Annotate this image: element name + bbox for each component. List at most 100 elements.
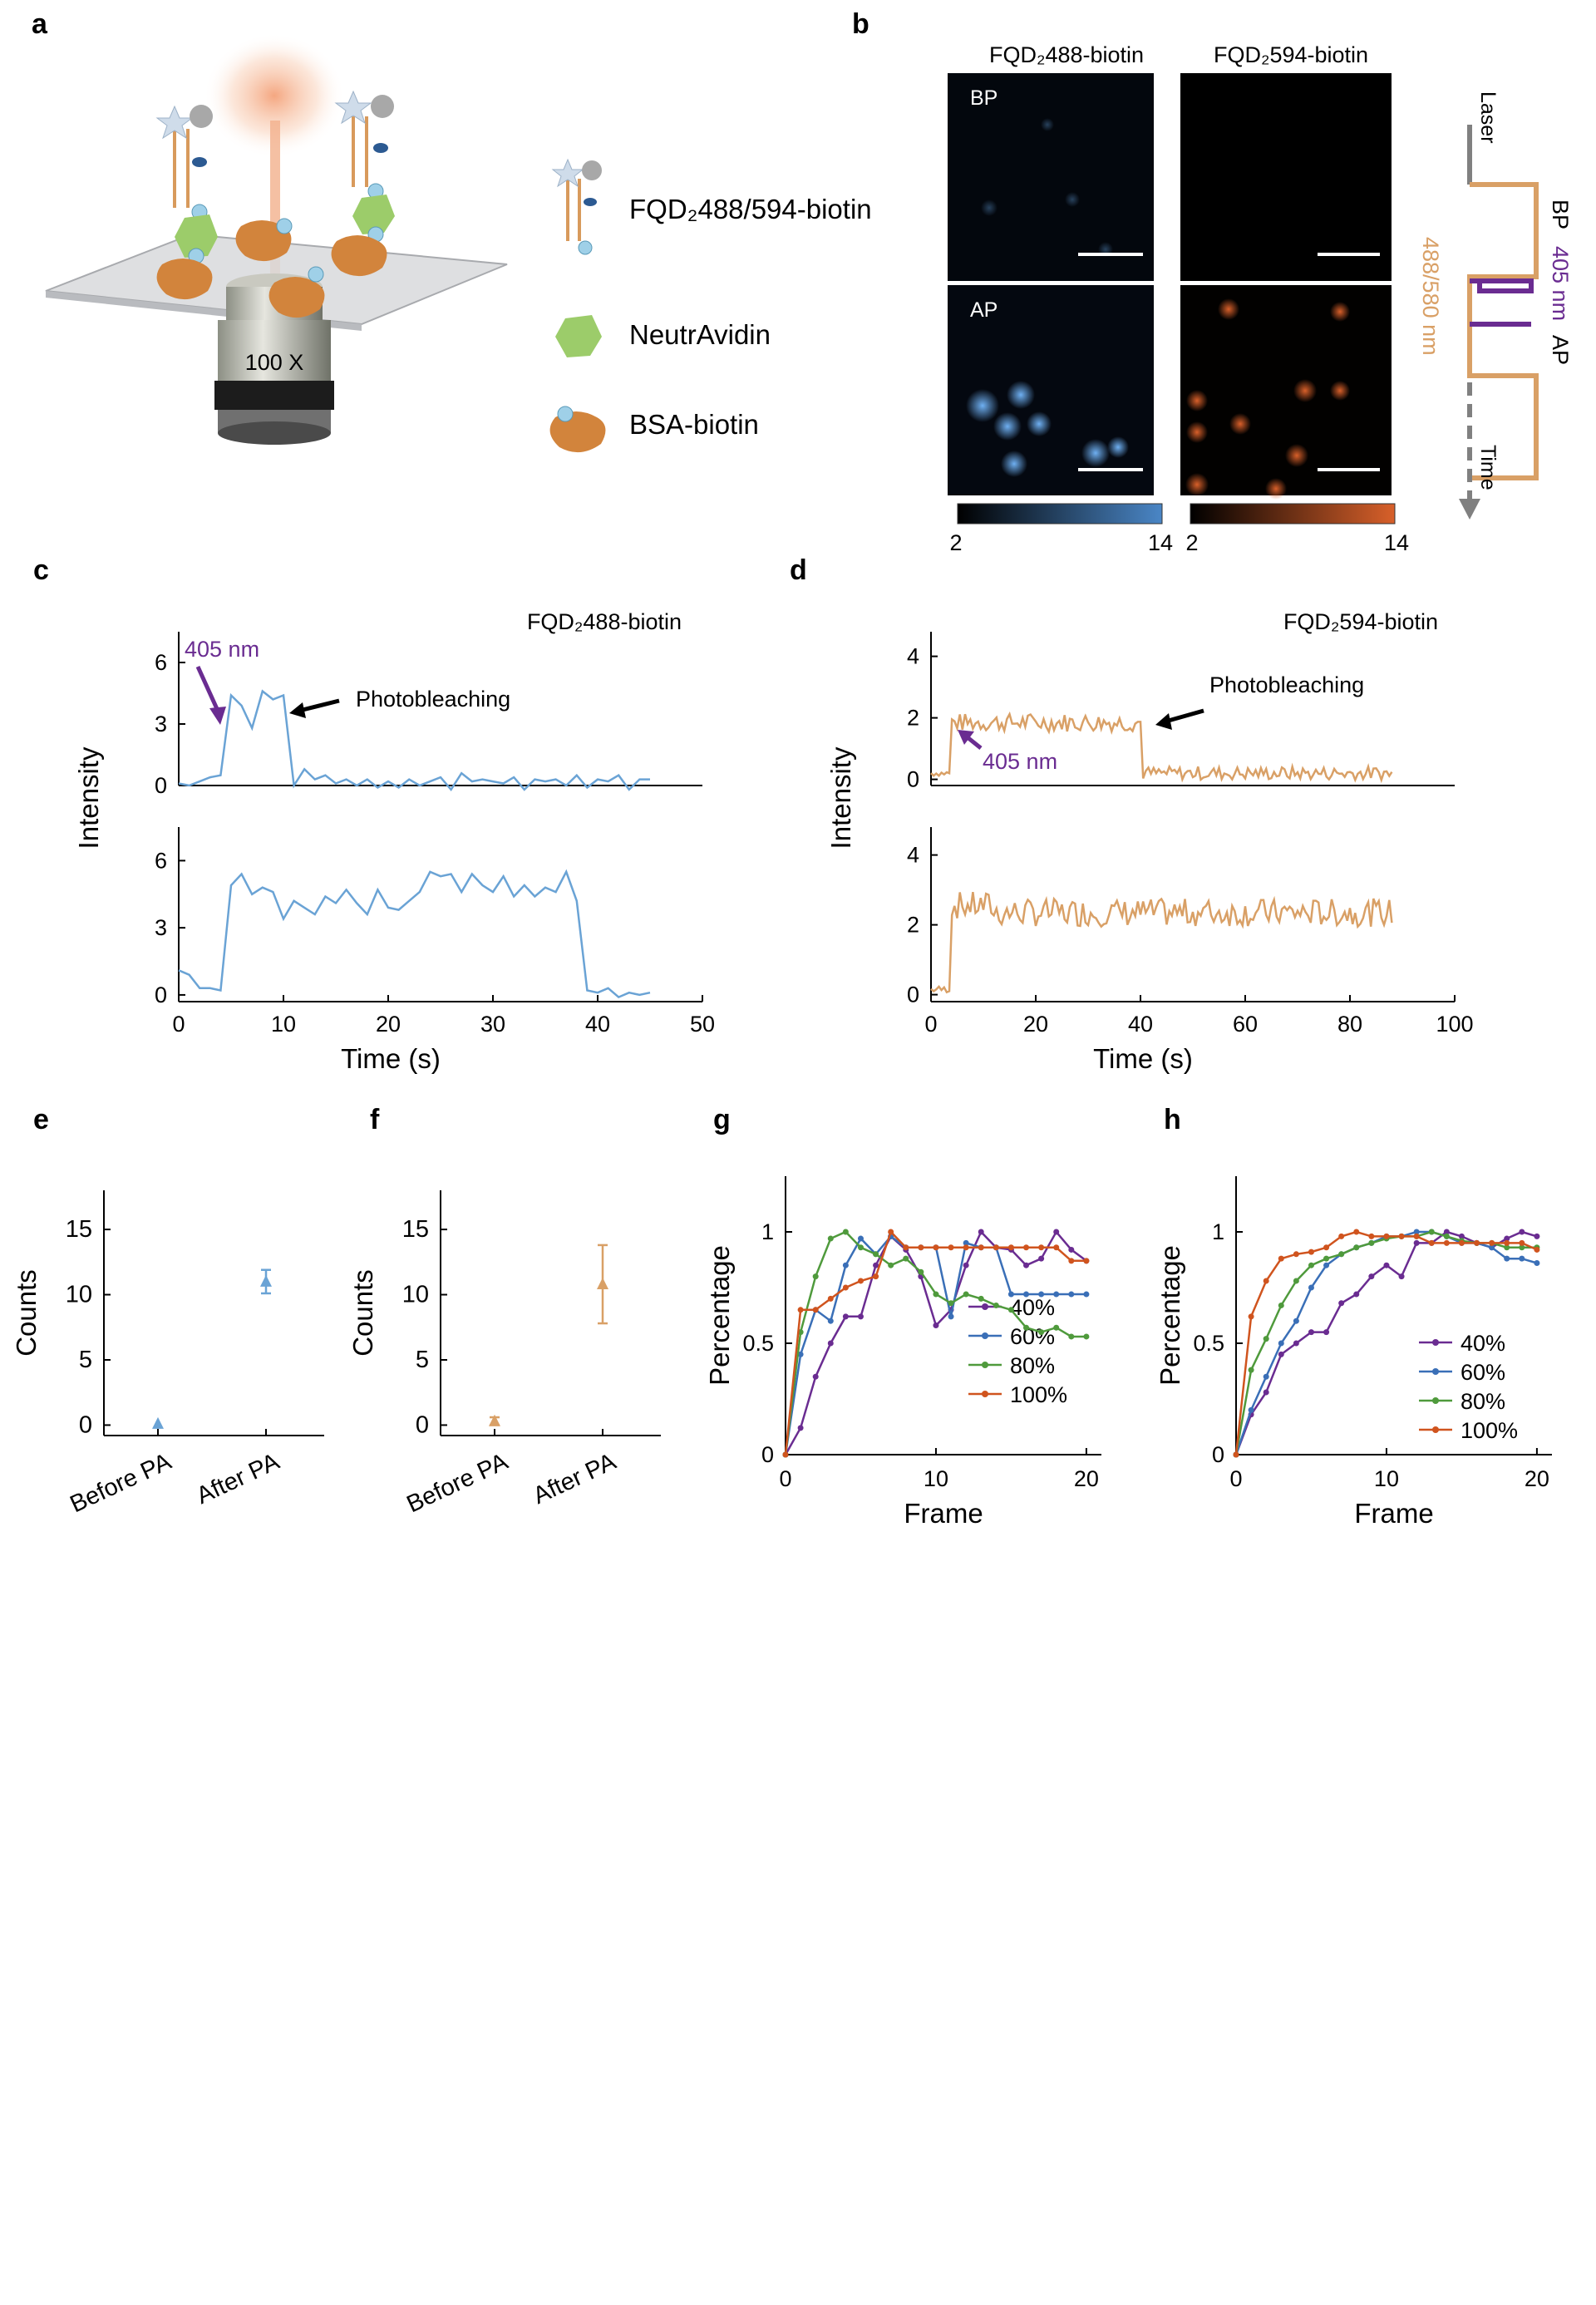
g-series-1-point-5 <box>857 1235 864 1242</box>
panel-label-h: h <box>1164 1104 1181 1135</box>
g-series-1-point-18 <box>1053 1291 1060 1298</box>
g-series-3-point-3 <box>827 1295 834 1302</box>
g-series-3-point-17 <box>1038 1244 1045 1251</box>
g-series-0-point-18 <box>1053 1229 1060 1235</box>
panel-label-b: b <box>852 8 869 40</box>
timeline-laser: Laser <box>1476 91 1500 144</box>
legend-probe-icon <box>551 158 602 255</box>
panel-label-g: g <box>713 1104 731 1135</box>
h-legend-label-1: 60% <box>1461 1360 1505 1385</box>
panel-b: FQD₂488-biotin FQD₂594-biotin <box>948 42 1573 555</box>
h-series-3-point-9 <box>1368 1233 1375 1239</box>
g-legend-marker-0 <box>982 1303 988 1310</box>
h-xtick-label-2: 20 <box>1525 1466 1549 1491</box>
h-legend-marker-3 <box>1432 1426 1439 1433</box>
cb-tick-2: 14 <box>1148 530 1173 555</box>
g-series-2-point-13 <box>978 1295 984 1302</box>
cb-tick-3: 2 <box>1185 530 1198 555</box>
c-bottom-ytick-label-0: 0 <box>155 983 167 1007</box>
d-bottom-xtick-label-1: 20 <box>1023 1012 1048 1037</box>
h-series-1-point-2 <box>1263 1373 1269 1380</box>
h-series-2-point-14 <box>1443 1233 1450 1239</box>
g-series-3-point-20 <box>1083 1258 1090 1264</box>
laser-glow <box>204 33 345 158</box>
d-title: FQD₂594-biotin <box>1283 609 1438 634</box>
h-series-0-point-5 <box>1308 1329 1314 1336</box>
h-series-2-point-4 <box>1293 1278 1299 1284</box>
g-series-3-point-16 <box>1023 1244 1030 1251</box>
cb-tick-1: 2 <box>949 530 962 555</box>
g-series-1-point-17 <box>1038 1291 1045 1298</box>
legend-avidin-icon <box>555 315 602 357</box>
h-series-3-point-20 <box>1534 1246 1540 1253</box>
g-xlabel: Frame <box>904 1498 983 1529</box>
c-ann-pb-arrowhead <box>289 702 306 718</box>
c-bottom-xtick-label-4: 40 <box>585 1012 610 1037</box>
g-series-1-point-15 <box>1007 1291 1014 1298</box>
h-series-0-point-12 <box>1413 1239 1420 1246</box>
chart-e: 0 5 10 15 Before PA After PA Counts <box>11 1190 324 1518</box>
g-series-2-point-10 <box>933 1291 939 1298</box>
g-legend-marker-3 <box>982 1391 988 1397</box>
g-series-3-point-2 <box>812 1307 819 1313</box>
h-series-2-point-2 <box>1263 1336 1269 1342</box>
h-series-1-point-12 <box>1413 1229 1420 1235</box>
g-series-2-point-4 <box>842 1229 849 1235</box>
g-series-0-point-4 <box>842 1313 849 1320</box>
c-top-ytick-label-1: 3 <box>155 712 167 736</box>
h-series-3-point-8 <box>1353 1229 1360 1235</box>
g-series-2-point-3 <box>827 1235 834 1242</box>
d-top-ytick-label-1: 2 <box>907 706 919 731</box>
g-series-1-point-19 <box>1068 1291 1075 1298</box>
g-series-3-point-1 <box>797 1307 804 1313</box>
h-series-0-point-4 <box>1293 1340 1299 1347</box>
d-top-ytick-label-2: 4 <box>907 644 919 669</box>
h-series-3-point-14 <box>1443 1239 1450 1246</box>
f-category-label-0: Before PA <box>403 1448 513 1518</box>
g-ytick-label-0: 0 <box>761 1442 774 1467</box>
g-series-3-point-4 <box>842 1284 849 1291</box>
d-bottom-xtick-label-5: 100 <box>1436 1012 1473 1037</box>
h-series-0-point-9 <box>1368 1273 1375 1280</box>
c-bottom-trace-line <box>178 869 651 999</box>
d-ann-photobleaching: Photobleaching <box>1209 672 1364 697</box>
chart-c-bottom: 0 3 6 0 10 20 30 40 50 Time (s) <box>155 827 715 1074</box>
h-series-0-point-20 <box>1534 1233 1540 1239</box>
d-top-ytick-label-0: 0 <box>907 767 919 792</box>
g-series-0-point-12 <box>963 1262 969 1268</box>
molecule-left <box>155 105 218 300</box>
e-point-1 <box>260 1274 272 1287</box>
h-series-3-point-11 <box>1398 1233 1405 1239</box>
h-legend-marker-1 <box>1432 1368 1439 1375</box>
h-ylabel: Percentage <box>1155 1245 1185 1386</box>
panel-label-c: c <box>33 554 49 586</box>
e-ytick-label-3: 15 <box>66 1216 92 1243</box>
g-series-2-point-19 <box>1068 1333 1075 1340</box>
g-series-3-point-13 <box>978 1244 984 1251</box>
h-series-3-point-6 <box>1323 1244 1330 1251</box>
timeline-time: Time <box>1476 445 1500 490</box>
legend-probe-label: FQD₂488/594-biotin <box>629 194 872 224</box>
h-series-0-point-15 <box>1458 1233 1465 1239</box>
d-bottom-trace-line <box>930 891 1393 994</box>
c-ann-405-arrowhead <box>209 707 226 725</box>
f-ylabel: Counts <box>347 1269 378 1357</box>
d-bottom-ytick-label-2: 4 <box>907 843 919 868</box>
h-series-1-point-6 <box>1323 1262 1330 1268</box>
h-ytick-label-1: 0.5 <box>1193 1331 1224 1356</box>
h-series-2-point-13 <box>1428 1229 1435 1235</box>
b-img-594-ap <box>1180 285 1392 495</box>
h-series-3-point-12 <box>1413 1233 1420 1239</box>
h-series-0-point-14 <box>1443 1229 1450 1235</box>
g-legend-label-1: 60% <box>1010 1324 1055 1349</box>
b-img-594-bp <box>1180 73 1392 281</box>
h-xlabel: Frame <box>1354 1498 1433 1529</box>
h-legend-label-3: 100% <box>1461 1418 1518 1443</box>
h-series-3-point-18 <box>1504 1239 1510 1246</box>
panel-a-schematic: 100 X <box>45 33 872 453</box>
h-series-3-point-19 <box>1519 1239 1525 1246</box>
g-series-3-point-6 <box>873 1273 879 1280</box>
h-series-2-point-1 <box>1248 1367 1254 1373</box>
